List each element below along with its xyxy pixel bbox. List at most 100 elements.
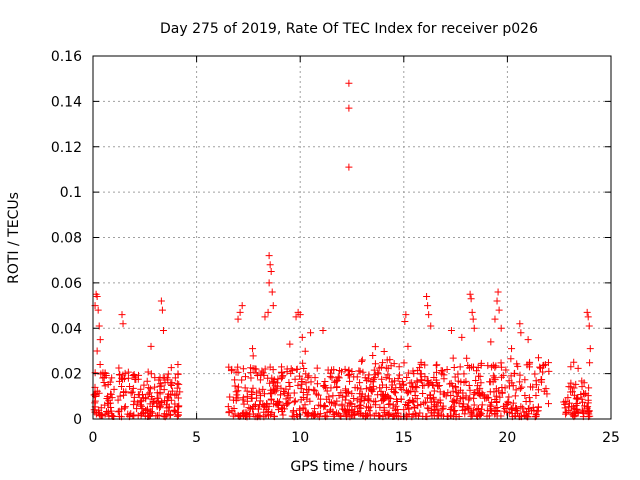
data-point — [456, 363, 464, 371]
data-point — [175, 380, 183, 388]
data-point — [153, 399, 161, 407]
y-axis-label: ROTI / TECUs — [6, 192, 22, 284]
data-point — [239, 409, 247, 417]
data-point — [429, 382, 437, 390]
data-point — [239, 365, 247, 373]
data-point — [311, 374, 319, 382]
data-point — [512, 386, 520, 394]
data-point — [516, 371, 524, 379]
data-point — [314, 411, 322, 419]
data-point — [365, 407, 373, 415]
data-point — [430, 387, 438, 395]
data-point — [307, 329, 315, 337]
data-point — [370, 398, 378, 406]
data-point — [525, 360, 533, 368]
data-point — [279, 401, 287, 409]
data-point — [321, 403, 329, 411]
data-point — [264, 308, 272, 316]
data-point — [302, 370, 310, 378]
data-point — [161, 379, 169, 387]
data-point — [90, 406, 98, 414]
data-point — [173, 390, 181, 398]
data-point — [423, 292, 431, 300]
data-point — [525, 394, 533, 402]
data-point — [383, 356, 391, 364]
data-point — [345, 104, 353, 112]
data-point — [467, 295, 475, 303]
data-point — [130, 393, 138, 401]
data-point — [287, 365, 295, 373]
x-tick-label: 15 — [395, 430, 413, 446]
data-point — [300, 365, 308, 373]
data-point — [460, 370, 468, 378]
data-point — [283, 400, 291, 408]
data-point — [462, 392, 470, 400]
data-point — [389, 401, 397, 409]
data-point — [294, 381, 302, 389]
data-point — [585, 407, 593, 415]
data-point — [262, 403, 270, 411]
data-point — [421, 361, 429, 369]
data-point — [568, 403, 576, 411]
data-point — [307, 378, 315, 386]
data-point — [578, 395, 586, 403]
data-point — [167, 364, 175, 372]
x-tick-labels: 0 5 10 15 20 25 — [89, 430, 620, 446]
data-point — [469, 315, 477, 323]
data-point — [577, 390, 585, 398]
data-point — [409, 383, 417, 391]
data-point — [224, 403, 232, 411]
data-point — [162, 401, 170, 409]
data-point — [499, 371, 507, 379]
data-point — [403, 373, 411, 381]
data-point — [152, 412, 160, 420]
data-point — [292, 313, 300, 321]
data-point — [353, 384, 361, 392]
data-point — [572, 380, 580, 388]
data-point — [231, 376, 239, 384]
data-point — [487, 338, 495, 346]
y-tick-label: 0.14 — [51, 94, 82, 110]
data-point — [400, 359, 408, 367]
data-point — [384, 410, 392, 418]
data-point — [379, 381, 387, 389]
data-point — [261, 313, 269, 321]
grid-lines — [93, 56, 611, 419]
data-point — [234, 383, 242, 391]
data-point — [317, 395, 325, 403]
data-point — [146, 385, 154, 393]
data-point — [415, 364, 423, 372]
data-point — [261, 390, 269, 398]
data-point — [494, 288, 502, 296]
data-point — [105, 399, 113, 407]
data-point — [107, 403, 115, 411]
data-point — [129, 384, 137, 392]
data-point — [252, 369, 260, 377]
x-tick-label: 0 — [89, 430, 98, 446]
data-point — [333, 397, 341, 405]
data-point — [425, 380, 433, 388]
data-point — [565, 399, 573, 407]
data-point — [372, 397, 380, 405]
data-point — [273, 401, 281, 409]
data-point — [524, 336, 532, 344]
data-point — [171, 408, 179, 416]
data-point — [259, 385, 267, 393]
data-point — [505, 393, 513, 401]
data-point — [161, 397, 169, 405]
data-point — [333, 383, 341, 391]
data-point — [282, 395, 290, 403]
data-point — [572, 395, 580, 403]
data-point — [517, 329, 525, 337]
x-tick-label: 25 — [602, 430, 620, 446]
data-point — [229, 412, 237, 420]
data-point — [239, 396, 247, 404]
data-point — [348, 390, 356, 398]
data-point — [249, 345, 257, 353]
data-point — [388, 378, 396, 386]
data-point — [130, 401, 138, 409]
data-point — [511, 369, 519, 377]
data-point — [358, 357, 366, 365]
data-point — [491, 315, 499, 323]
